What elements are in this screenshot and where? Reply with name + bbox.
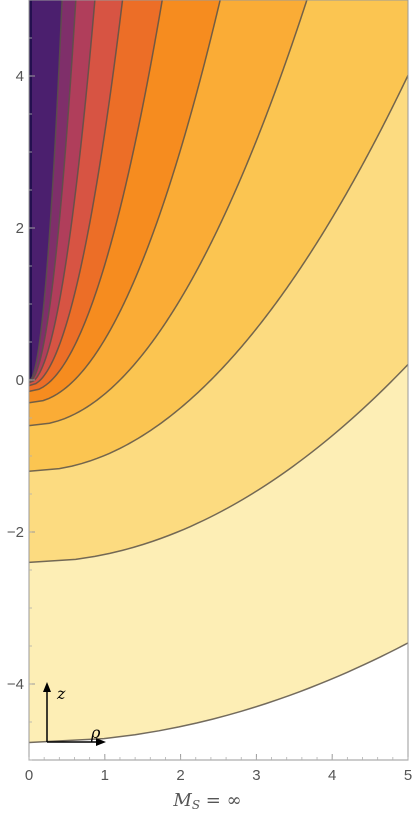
contour-band-10 — [29, 0, 63, 381]
x-tick-label: 3 — [252, 767, 260, 784]
caption-rest: = ∞ — [200, 790, 242, 811]
x-tick-label: 0 — [25, 767, 33, 784]
z-arrow-head — [43, 682, 51, 692]
contour-line-6 — [29, 0, 164, 393]
y-tick-label: 2 — [16, 220, 24, 237]
contour-line-3 — [29, 73, 408, 472]
contour-line-7 — [29, 0, 124, 387]
contour-line-4 — [29, 0, 308, 427]
y-tick-label: −4 — [7, 676, 24, 693]
contour-line-8 — [29, 0, 96, 384]
contour-bands — [29, 0, 408, 743]
rho-axis-symbol: ρ — [90, 723, 101, 742]
contour-line-9 — [29, 0, 77, 383]
x-tick-label: 5 — [404, 767, 412, 784]
chart-caption: MS = ∞ — [0, 790, 415, 812]
y-tick-label: 0 — [16, 372, 24, 389]
x-tick-label: 2 — [176, 767, 184, 784]
contour-line-5 — [29, 0, 221, 404]
axis-direction-inset: zρ — [43, 682, 106, 746]
rho-arrow-head — [96, 738, 106, 746]
x-tick-label: 1 — [101, 767, 109, 784]
ticks: 0 1 2 3 4 5 −4 −2 0 2 4 — [7, 0, 412, 784]
y-tick-label: 4 — [16, 68, 24, 85]
contour-lines — [29, 0, 408, 744]
contour-line-2 — [29, 363, 408, 564]
contour-line-10 — [29, 0, 63, 382]
caption-symbol: M — [173, 790, 192, 811]
contour-line-1 — [29, 642, 408, 744]
caption-subscript: S — [191, 798, 201, 812]
z-axis-symbol: z — [56, 684, 66, 703]
y-tick-label: −2 — [7, 524, 24, 541]
x-tick-label: 4 — [328, 767, 336, 784]
